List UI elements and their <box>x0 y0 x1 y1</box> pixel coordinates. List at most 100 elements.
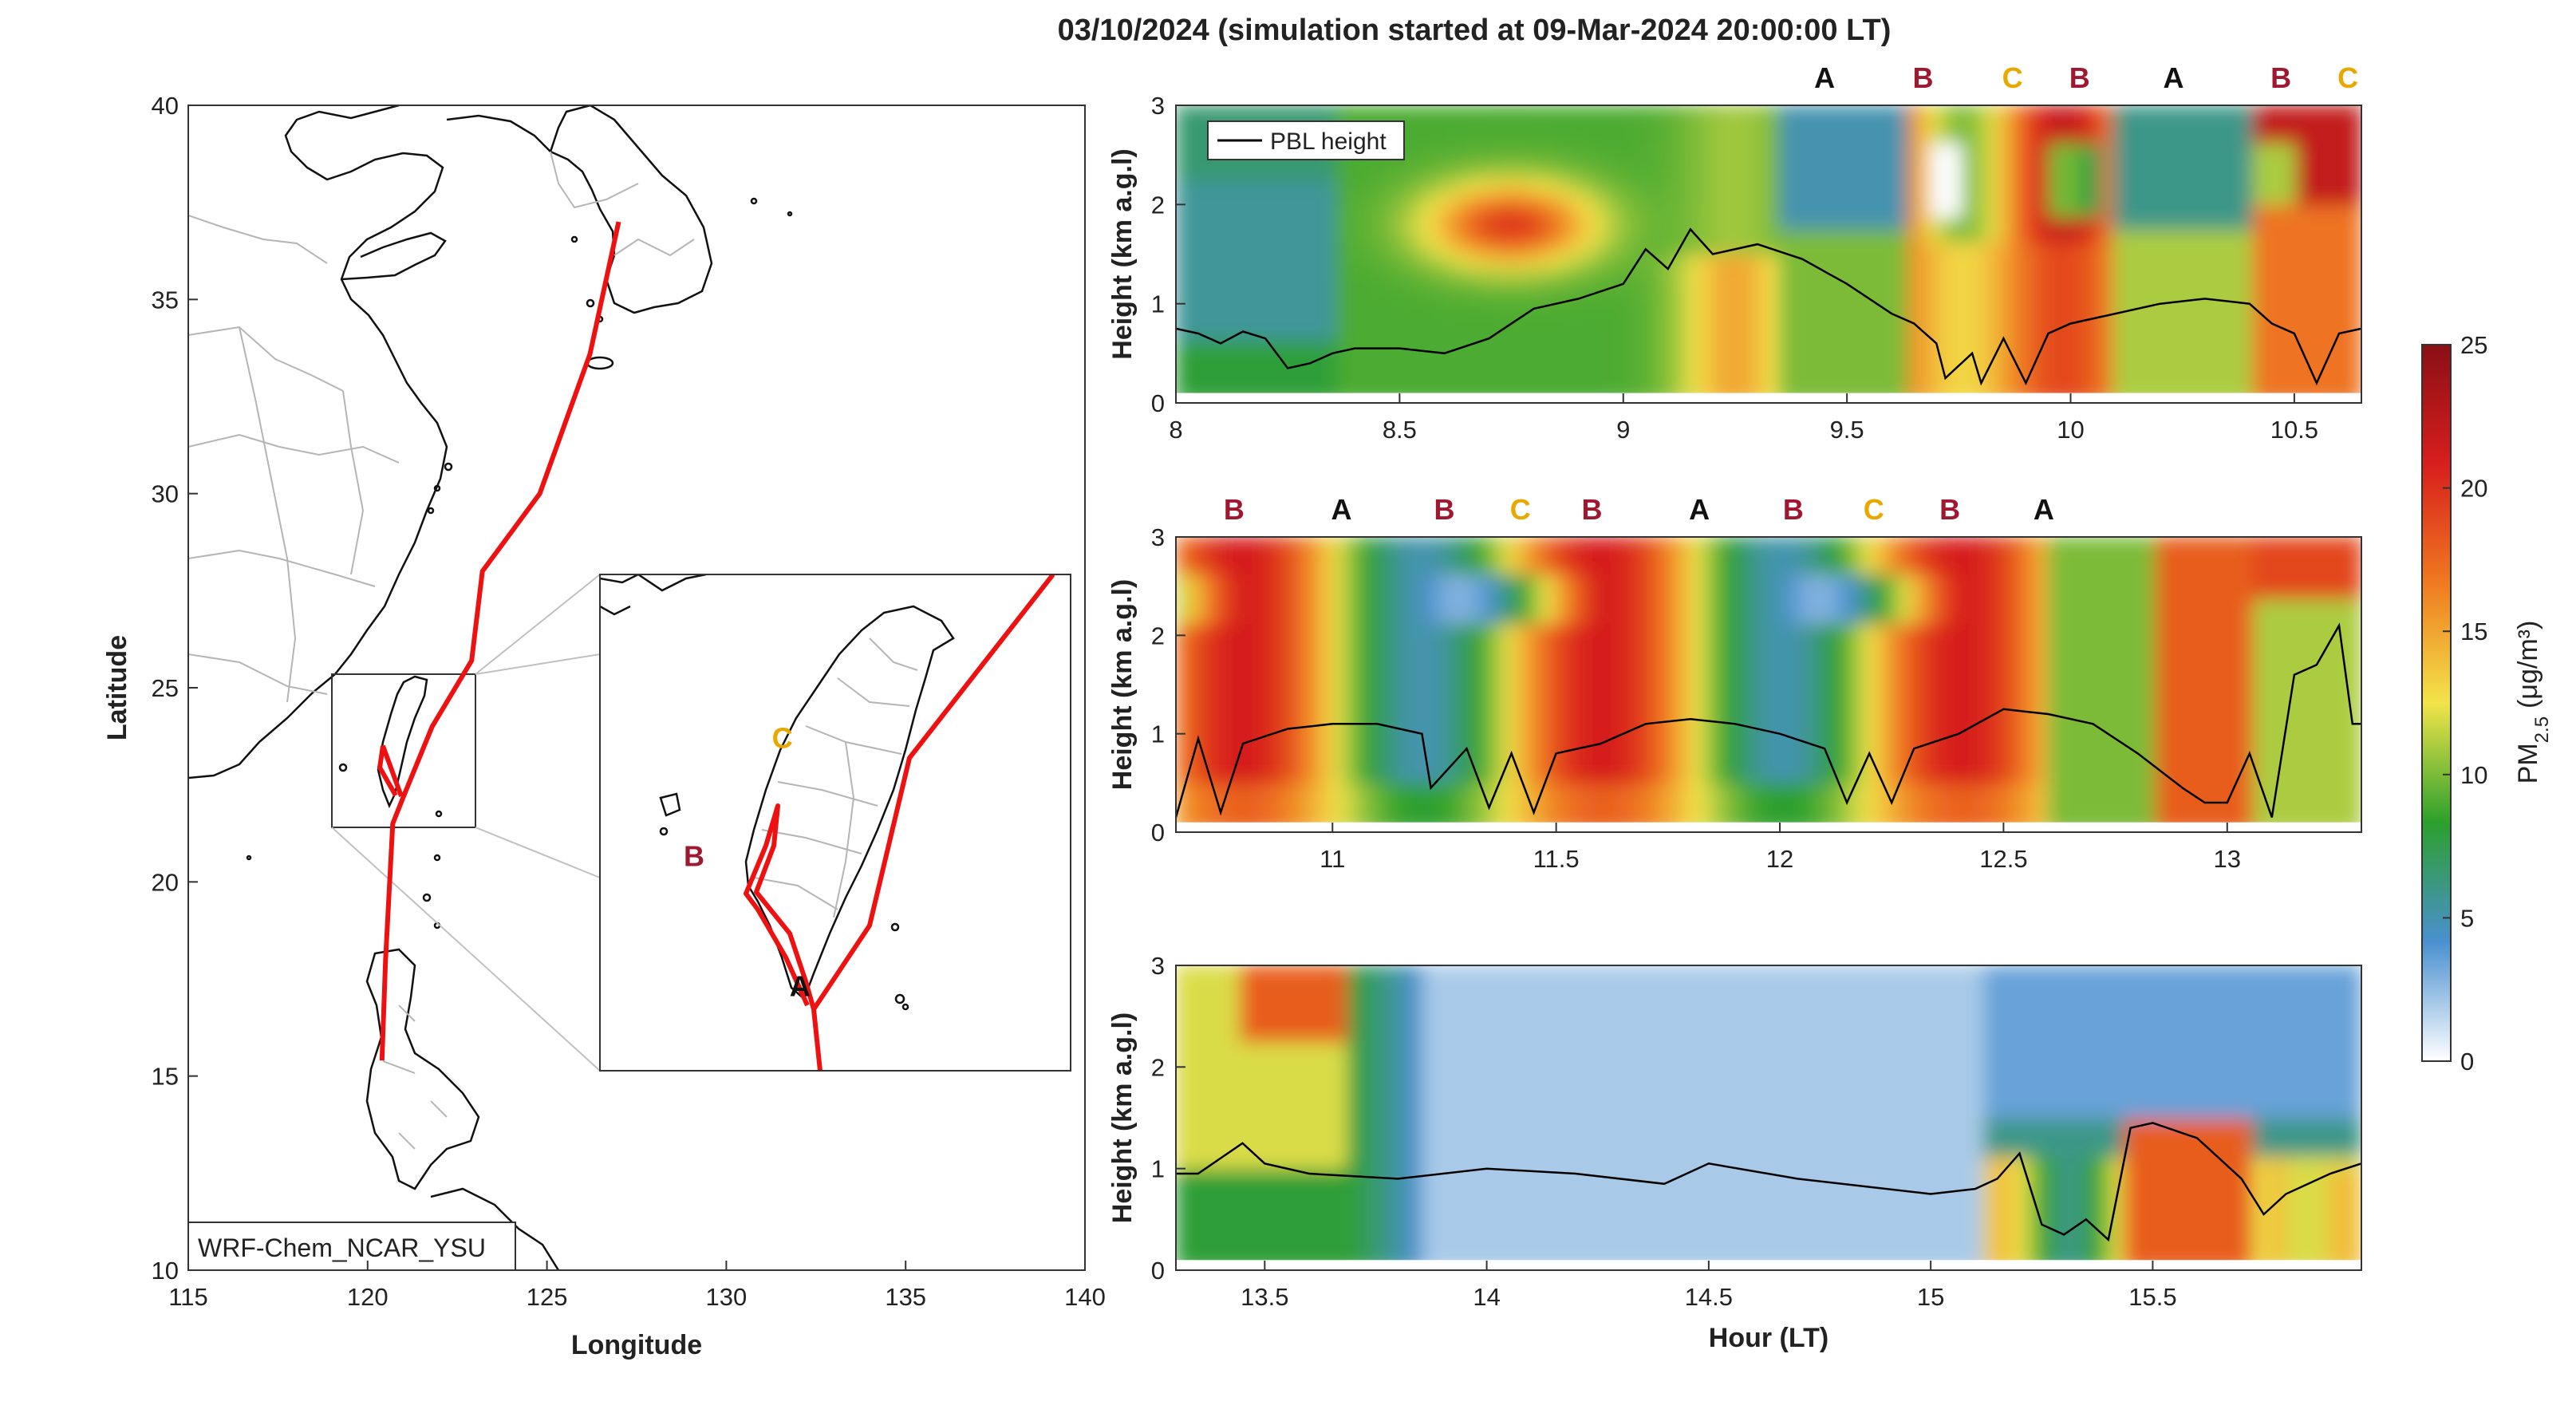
colorbar-bar <box>2421 344 2452 1062</box>
shandong-coastline <box>341 231 447 281</box>
x-tick-label: 12.5 <box>1979 845 2027 873</box>
map-x-tick-label: 130 <box>706 1283 748 1311</box>
curtain-3: 13.5 14 14.5 15 15.5 0 1 2 3 Height (km a.g.l) Hou… <box>1107 952 2362 1353</box>
x-tick-label: 15 <box>1917 1283 1944 1311</box>
marker-b: B <box>1783 493 1804 526</box>
inset-point-b: B <box>684 839 704 872</box>
curtain-1: 8 8.5 9 9.5 10 10.5 0 1 2 3 Height (km a.g.l) PBL h… <box>1107 61 2362 444</box>
heatmap-cells <box>1176 537 2361 832</box>
inset-map: A B C <box>599 574 1071 1072</box>
marker-b: B <box>2270 61 2291 94</box>
inset-trajectory-branch <box>744 803 816 1010</box>
inset-region-box <box>331 673 476 828</box>
marker-c: C <box>1510 493 1531 526</box>
x-tick-label: 11.5 <box>1533 845 1580 873</box>
axes-frame <box>1175 536 2362 833</box>
inset-background <box>600 574 1071 1071</box>
map-y-tick-label: 25 <box>152 674 179 702</box>
inset-china-coast <box>600 574 707 616</box>
map-y-tick-label: 20 <box>152 868 179 896</box>
marker-a: A <box>1331 493 1351 526</box>
inset-penghu <box>659 792 681 817</box>
x-tick-label: 14 <box>1473 1283 1500 1311</box>
marker-a: A <box>1689 493 1710 526</box>
inset-frame <box>599 574 1071 1072</box>
map-panel: WRF-Chem_NCAR_YSU 115 120 125 130 135 140 101… <box>102 92 1106 1360</box>
inset-points: A B C <box>684 722 811 1003</box>
figure-title: 03/10/2024 (simulation started at 09-Mar… <box>1058 14 1892 47</box>
pbl-height-line <box>1176 227 2361 386</box>
map-x-ticks: 115 120 125 130 135 140 <box>168 1261 1106 1311</box>
map-y-tick-label: 10 <box>152 1257 179 1285</box>
y-tick-label: 2 <box>1151 191 1165 219</box>
heatmap-floor <box>1176 822 2361 832</box>
map-xlabel: Longitude <box>571 1330 702 1360</box>
y-tick-label: 3 <box>1151 92 1165 120</box>
colorbar-label-main: PM <box>2513 743 2543 783</box>
map-y-ticks: 10 15 20 25 30 35 40 <box>152 92 198 1285</box>
map-y-tick-label: 35 <box>152 286 179 314</box>
x-tick-label: 12 <box>1766 845 1793 873</box>
map-y-tick-label: 40 <box>152 92 179 120</box>
colorbar-label-sub: 2.5 <box>2531 716 2553 743</box>
x-tick-label: 8.5 <box>1383 416 1417 444</box>
map-y-tick-label: 15 <box>152 1063 179 1091</box>
y-axis-label: Height (km a.g.l) <box>1107 579 1138 790</box>
coastline-layer <box>188 105 793 1270</box>
y-tick-label: 0 <box>1151 389 1165 417</box>
map-x-tick-label: 120 <box>347 1283 389 1311</box>
trajectory-branch <box>377 744 404 798</box>
marker-a: A <box>2163 61 2183 94</box>
colorbar: 0 5 10 15 20 25 PM2.5 (μg/m³) <box>2421 331 2553 1076</box>
trajectory-line <box>379 221 621 1061</box>
x-axis-label: Hour (LT) <box>1709 1323 1828 1353</box>
map-x-tick-label: 135 <box>885 1283 926 1311</box>
axes-frame <box>1175 105 2362 404</box>
model-label-box <box>187 1222 516 1271</box>
marker-a: A <box>2034 493 2054 526</box>
marker-b: B <box>1224 493 1245 526</box>
map-y-tick-label: 30 <box>152 480 179 508</box>
y-tick-label: 0 <box>1151 1257 1165 1285</box>
inset-point-c: C <box>772 722 793 755</box>
x-tick-label: 13.5 <box>1241 1283 1288 1311</box>
heatmap-floor <box>1176 393 2361 403</box>
x-tick-label: 8 <box>1169 416 1182 444</box>
marker-b: B <box>1434 493 1454 526</box>
pbl-height-line <box>1176 622 2361 818</box>
colorbar-tick-label: 0 <box>2460 1048 2474 1076</box>
colorbar-tick-label: 15 <box>2460 618 2487 645</box>
x-tick-label: 10.5 <box>2270 416 2318 444</box>
x-tick-label: 9.5 <box>1830 416 1864 444</box>
map-x-tick-label: 125 <box>527 1283 568 1311</box>
x-tick-label: 15.5 <box>2128 1283 2176 1311</box>
inset-zoom-lines <box>331 574 601 1072</box>
colorbar-tick-label: 10 <box>2460 761 2487 789</box>
marker-b: B <box>1912 61 1933 94</box>
x-tick-label: 9 <box>1616 416 1630 444</box>
map-x-tick-label: 115 <box>168 1283 207 1311</box>
inset-trajectory-line <box>811 574 1055 1071</box>
marker-b: B <box>1582 493 1603 526</box>
y-tick-label: 1 <box>1151 290 1165 318</box>
colorbar-label-units: (μg/m³) <box>2513 621 2543 708</box>
marker-b: B <box>1939 493 1960 526</box>
marker-c: C <box>2337 61 2358 94</box>
x-tick-label: 13 <box>2214 845 2241 873</box>
heatmap-cells <box>1176 965 2361 1270</box>
y-tick-label: 1 <box>1151 1155 1165 1183</box>
x-tick-label: 10 <box>2057 416 2084 444</box>
map-ylabel: Latitude <box>102 635 132 740</box>
pbl-legend: PBL height <box>1207 120 1405 160</box>
luzon-coastline <box>365 948 480 1190</box>
y-tick-label: 0 <box>1151 819 1165 847</box>
marker-b: B <box>2069 61 2090 94</box>
colorbar-tick-label: 20 <box>2460 475 2487 503</box>
inset-point-a: A <box>790 970 811 1003</box>
marker-c: C <box>1864 493 1884 526</box>
